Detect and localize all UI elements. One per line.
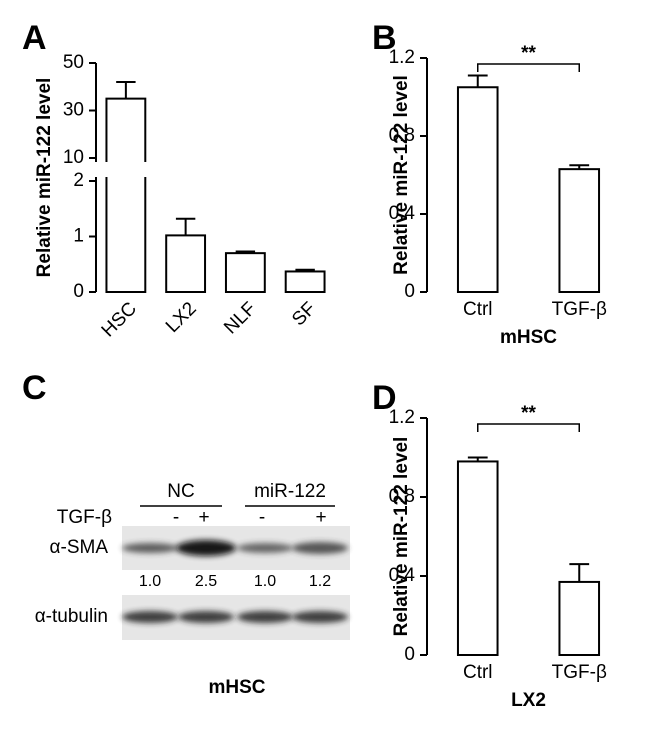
bar — [105, 97, 147, 293]
error-bar — [569, 563, 590, 582]
treatment-sign: - — [173, 507, 179, 528]
x-tick-label: HSC — [98, 298, 141, 341]
group-label: miR-122 — [254, 481, 326, 502]
treatment-sign: - — [259, 507, 265, 528]
bar — [456, 460, 499, 657]
y-tick-label: 0 — [73, 281, 84, 302]
y-tick-label: 10 — [63, 147, 84, 168]
x-tick-label: Ctrl — [463, 662, 493, 683]
quant-label: 1.0 — [254, 573, 276, 590]
y-axis-label: Relative miR-122 level — [391, 437, 412, 637]
y-tick-label: 50 — [63, 52, 84, 73]
y-tick-label: 1 — [73, 226, 84, 247]
band — [292, 611, 348, 623]
band — [237, 543, 293, 553]
blot-panel: C NC miR-122 TGF-β - + - + α-SMA 1.0 2.5… — [22, 369, 350, 698]
treatment-label: TGF-β — [57, 507, 112, 528]
y-axis-label: Relative miR-122 level — [391, 75, 412, 275]
y-tick-label: 0.8 — [389, 486, 415, 507]
bar — [456, 86, 499, 293]
quant-label: 1.2 — [309, 573, 331, 590]
y-tick-label: 0.4 — [389, 565, 416, 586]
x-tick-label: Ctrl — [463, 299, 493, 320]
band — [122, 611, 178, 623]
y-tick-label: 30 — [63, 100, 84, 121]
caption: mHSC — [208, 677, 265, 698]
y-tick-label: 0 — [404, 281, 415, 302]
treatment-sign: + — [315, 507, 326, 528]
panel-letter: D — [372, 379, 397, 417]
band — [237, 611, 293, 623]
group-label: NC — [167, 481, 194, 502]
quant-label: 2.5 — [195, 573, 217, 590]
band — [178, 611, 234, 623]
error-bar — [467, 74, 488, 88]
axis-break — [93, 162, 332, 177]
bar — [224, 252, 266, 293]
x-axis-label: LX2 — [511, 690, 546, 711]
bar — [558, 580, 601, 656]
y-tick-label: 1.2 — [389, 47, 415, 68]
x-tick-label: TGF-β — [552, 662, 607, 683]
panel-letter: C — [22, 369, 47, 407]
x-tick-label: TGF-β — [552, 299, 607, 320]
error-bar — [175, 217, 196, 236]
bar — [165, 234, 207, 293]
bar — [284, 270, 326, 293]
x-tick-label: SF — [288, 298, 320, 330]
x-axis-label: mHSC — [500, 327, 557, 348]
panel-letter: A — [22, 19, 47, 57]
y-axis-label: Relative miR-122 level — [34, 78, 55, 278]
y-tick-label: 0 — [404, 644, 415, 665]
significance-label: ** — [521, 403, 536, 424]
x-tick-label: LX2 — [162, 298, 201, 337]
significance-label: ** — [521, 43, 536, 64]
bar — [558, 168, 601, 293]
row-label: α-SMA — [50, 537, 109, 558]
band — [176, 540, 236, 556]
significance-bracket — [477, 423, 580, 432]
x-tick-label: NLF — [220, 298, 260, 338]
band — [292, 542, 348, 554]
row-label: α-tubulin — [35, 606, 108, 627]
quant-label: 1.0 — [139, 573, 161, 590]
y-tick-label: 1.2 — [389, 407, 415, 428]
panel-letter: B — [372, 19, 397, 57]
y-tick-label: 2 — [73, 170, 84, 191]
error-bar — [116, 81, 136, 99]
band — [122, 543, 178, 553]
y-tick-label: 0.4 — [389, 203, 416, 224]
treatment-sign: + — [198, 507, 209, 528]
significance-bracket — [477, 63, 580, 72]
y-tick-label: 0.8 — [389, 125, 415, 146]
